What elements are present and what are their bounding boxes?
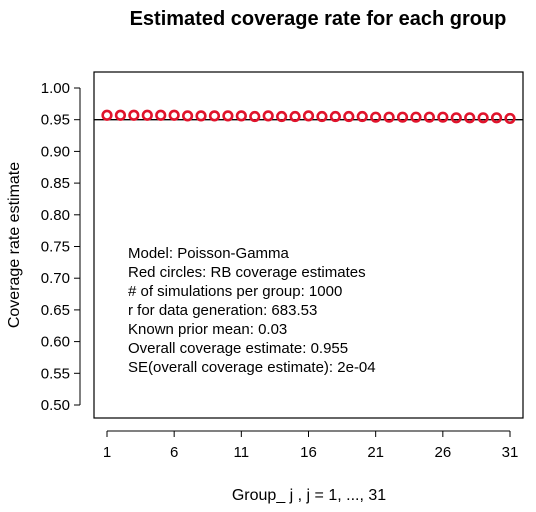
y-tick-label: 0.80 [41,207,70,224]
data-point [504,112,516,125]
data-point [141,109,153,121]
data-point [182,110,194,122]
annotation-line: Overall coverage estimate: 0.955 [128,340,348,357]
data-point [101,109,113,121]
y-tick-label: 0.50 [41,397,70,414]
data-point [222,110,234,122]
data-point [383,111,395,123]
y-axis: 1.00 0.95 0.90 0.85 0.80 0.75 0.70 0.65 0.60 0.55… [41,80,81,414]
data-point [356,110,368,123]
data-point [168,109,180,121]
x-tick-label: 31 [502,444,519,461]
data-point [477,112,489,124]
data-point [276,110,288,123]
data-point [464,112,476,124]
data-point [235,110,247,122]
y-tick-label: 0.70 [41,270,70,287]
x-axis: 1 6 11 16 21 26 31 [103,430,519,461]
plot-frame [93,71,524,419]
y-tick-label: 0.90 [41,143,70,160]
y-tick-label: 0.95 [41,112,70,129]
y-axis-label: Coverage rate estimate [6,162,23,328]
data-point [329,110,341,123]
data-point [316,110,328,123]
y-tick-label: 0.65 [41,302,70,319]
data-point [490,112,503,124]
data-point [437,111,449,123]
x-tick-label: 1 [103,444,111,461]
annotation-line: r for data generation: 683.53 [128,302,317,319]
x-tick-label: 21 [367,444,384,461]
y-tick-label: 0.55 [41,365,70,382]
chart-title: Estimated coverage rate for each group [130,8,507,30]
data-point [262,110,274,122]
data-point [450,112,462,124]
annotation-line: Red circles: RB coverage estimates [128,264,366,281]
data-point [208,110,221,122]
data-point [423,111,436,123]
y-tick-label: 1.00 [41,80,70,97]
x-tick-label: 26 [434,444,451,461]
data-point [370,111,382,123]
annotation-line: Model: Poisson-Gamma [128,245,290,262]
x-tick-label: 16 [300,444,317,461]
y-tick-label: 0.75 [41,239,70,256]
data-points [101,109,516,125]
annotation-line: Known prior mean: 0.03 [128,321,287,338]
annotation-line: SE(overall coverage estimate): 2e-04 [128,359,376,376]
annotation-block: Model: Poisson-Gamma Red circles: RB cove… [128,245,376,376]
y-tick-label: 0.60 [41,334,70,351]
data-point [289,110,301,123]
data-point [396,111,409,123]
data-point [410,111,422,123]
data-point [302,110,315,122]
x-axis-label: Group_ j , j = 1, ..., 31 [232,487,386,504]
x-tick-label: 6 [170,444,178,461]
data-point [114,109,127,121]
data-point [343,110,355,123]
annotation-line: # of simulations per group: 1000 [128,283,342,300]
data-point [128,109,140,121]
data-point [155,109,167,121]
data-point [249,110,261,123]
y-tick-label: 0.85 [41,175,70,192]
x-tick-label: 11 [234,444,250,461]
data-point [195,110,207,122]
